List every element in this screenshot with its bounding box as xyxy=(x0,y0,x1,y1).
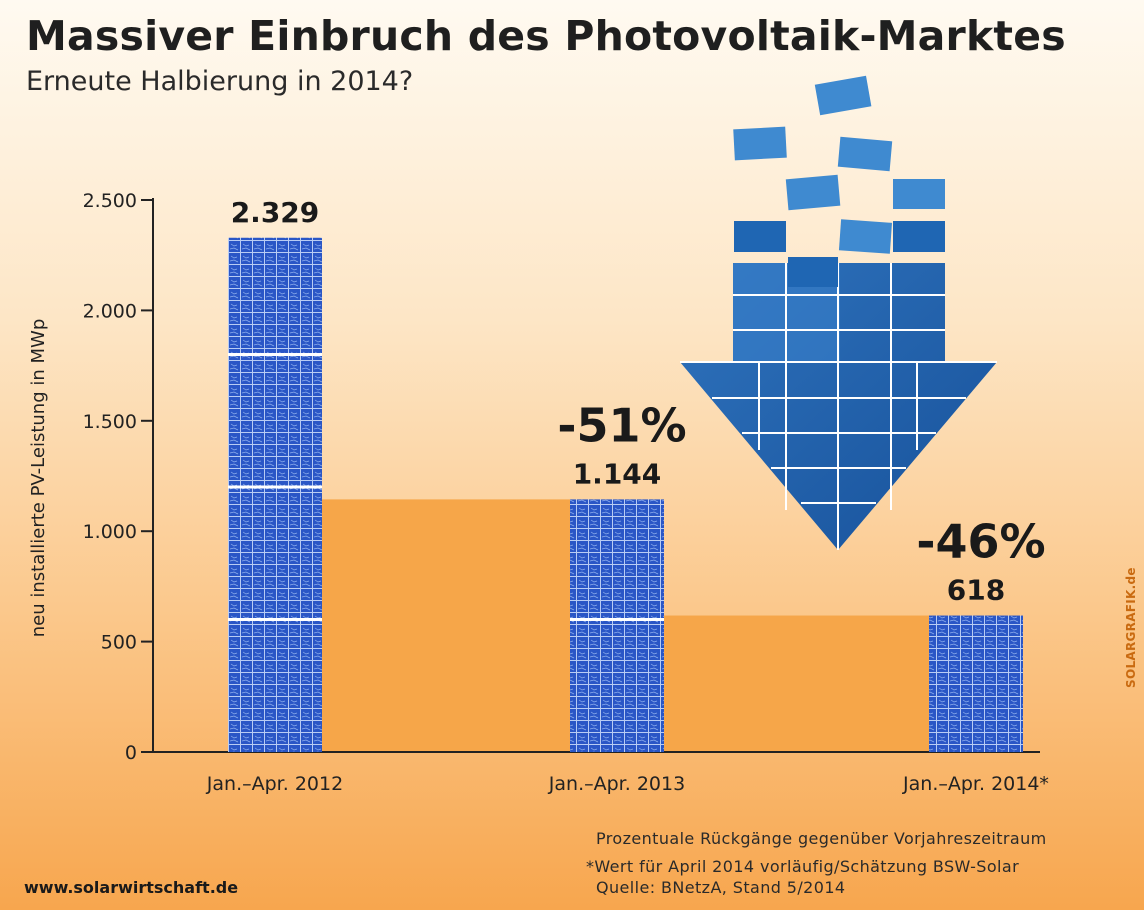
bar-value-label: 1.144 xyxy=(573,457,662,490)
change-label: -46% xyxy=(916,515,1045,569)
decline-band xyxy=(664,615,929,752)
y-tick-label: 2.000 xyxy=(83,300,137,322)
y-tick-label: 0 xyxy=(125,742,137,764)
change-label: -51% xyxy=(557,398,686,452)
bar-value-label: 618 xyxy=(947,574,1005,607)
y-tick-label: 1.000 xyxy=(83,521,137,543)
chart-subtitle: Erneute Halbierung in 2014? xyxy=(26,66,414,97)
x-tick-label: Jan.–Apr. 2012 xyxy=(206,773,343,795)
bar xyxy=(929,615,1023,752)
y-axis-title: neu installierte PV-Leistung in MWp xyxy=(28,319,49,638)
y-tick-label: 500 xyxy=(101,632,137,654)
bar xyxy=(228,237,322,752)
y-tick-label: 1.500 xyxy=(83,411,137,433)
x-tick-label: Jan.–Apr. 2013 xyxy=(548,773,685,795)
chart-title: Massiver Einbruch des Photovoltaik-Markt… xyxy=(26,12,1066,60)
footnote-estimate: *Wert für April 2014 vorläufig/Schätzung… xyxy=(586,857,1020,876)
y-tick-label: 2.500 xyxy=(83,190,137,212)
falling-modules-arrow-icon xyxy=(680,75,997,550)
graphic-credit: SOLARGRAFIK.de xyxy=(1124,567,1138,688)
bar xyxy=(570,499,664,752)
x-tick-label: Jan.–Apr. 2014* xyxy=(902,773,1049,795)
decline-band xyxy=(322,499,570,752)
website-link[interactable]: www.solarwirtschaft.de xyxy=(24,878,239,897)
footnote-decline: Prozentuale Rückgänge gegenüber Vorjahre… xyxy=(596,829,1047,848)
bar-value-label: 2.329 xyxy=(231,196,320,229)
footnote-source: Quelle: BNetzA, Stand 5/2014 xyxy=(596,878,846,897)
